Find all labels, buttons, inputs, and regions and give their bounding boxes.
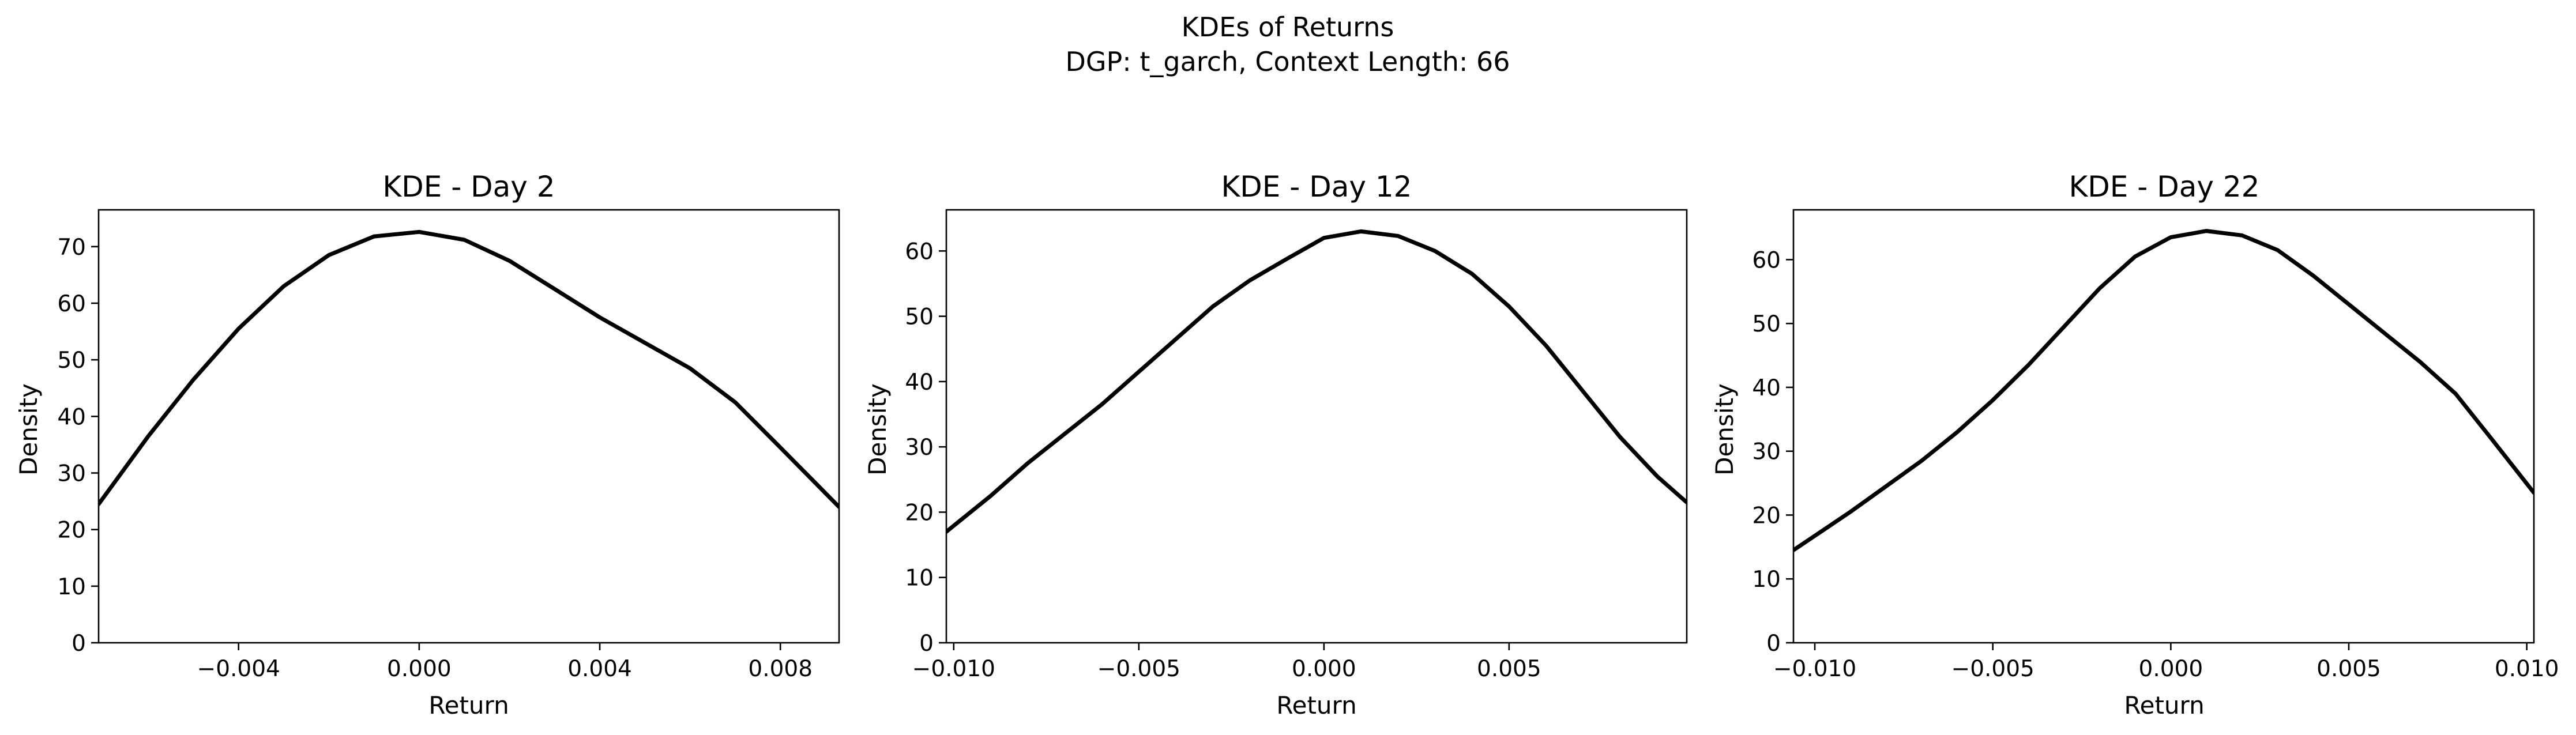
x-axis-label: Return [428, 691, 509, 719]
y-tick-label: 60 [1752, 247, 1781, 273]
figure-title: KDEs of Returns [1182, 12, 1394, 43]
y-tick-label: 40 [57, 404, 86, 430]
y-tick-label: 50 [905, 304, 934, 330]
kde-day-22-panel: KDE - Day 22 Return Density −0.010 −0.005… [1710, 170, 2559, 719]
y-axis-label: Density [863, 383, 892, 476]
x-tick-label: −0.005 [1951, 656, 2035, 682]
figure-subtitle: DGP: t_garch, Context Length: 66 [1065, 46, 1510, 77]
x-tick-label: −0.010 [912, 656, 995, 682]
y-tick-label: 50 [57, 348, 86, 374]
y-tick-label: 70 [57, 235, 86, 261]
axes-frame [97, 209, 840, 644]
kde-day-2-panel: KDE - Day 2 Return Density −0.004 0.000 0.… [14, 170, 840, 719]
x-axis-label: Return [2124, 691, 2204, 719]
y-axis-label: Density [1710, 383, 1739, 476]
density-curve [99, 229, 839, 509]
y-tick-label: 20 [57, 518, 86, 544]
x-axis-label: Return [1276, 691, 1356, 719]
y-tick-label: 20 [1752, 503, 1781, 529]
y-tick-label: 10 [905, 566, 934, 591]
y-tick-label: 10 [57, 574, 86, 600]
x-tick-label: 0.000 [387, 656, 452, 682]
y-tick-label: 0 [919, 631, 934, 657]
axes-frame [1792, 209, 2535, 644]
y-tick-label: 40 [905, 370, 934, 395]
axes-frame [945, 209, 1688, 644]
y-tick-label: 0 [1766, 631, 1781, 657]
x-tick-label: 0.005 [2316, 656, 2381, 682]
y-axis-label: Density [14, 383, 43, 476]
x-tick-label: −0.005 [1097, 656, 1180, 682]
kde-day-12-panel: KDE - Day 12 Return Density −0.010 −0.005… [863, 170, 1688, 719]
y-tick-label: 50 [1752, 311, 1781, 337]
y-tick-label: 20 [905, 500, 934, 526]
y-tick-label: 30 [905, 435, 934, 461]
x-tick-label: 0.000 [1292, 656, 1356, 682]
x-tick-label: −0.004 [197, 656, 280, 682]
density-curve [1793, 229, 2534, 552]
panel-title: KDE - Day 22 [2069, 170, 2260, 203]
y-tick-label: 0 [72, 631, 86, 657]
y-tick-label: 10 [1752, 567, 1781, 593]
x-tick-label: 0.000 [2139, 656, 2203, 682]
y-tick-label: 30 [57, 461, 86, 487]
y-tick-label: 60 [905, 239, 934, 265]
y-tick-label: 60 [57, 291, 86, 317]
x-tick-label: 0.005 [1477, 656, 1541, 682]
density-curve [946, 229, 1687, 534]
x-tick-label: −0.010 [1773, 656, 1856, 682]
x-tick-label: 0.008 [748, 656, 813, 682]
panel-title: KDE - Day 2 [382, 170, 555, 203]
panel-title: KDE - Day 12 [1221, 170, 1412, 203]
y-tick-label: 40 [1752, 375, 1781, 401]
x-tick-label: 0.004 [567, 656, 632, 682]
x-tick-label: 0.010 [2495, 656, 2559, 682]
y-tick-label: 30 [1752, 439, 1781, 465]
